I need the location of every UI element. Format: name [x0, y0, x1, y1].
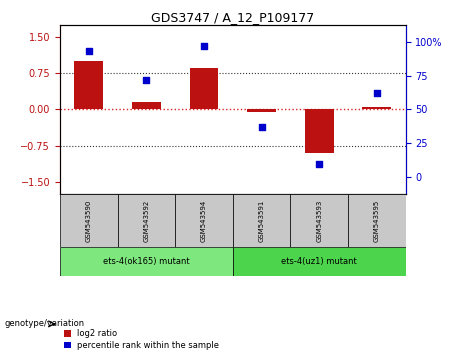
Bar — [233, 194, 290, 247]
Point — [200, 43, 207, 48]
Bar — [60, 247, 233, 276]
Bar — [60, 194, 118, 247]
Bar — [175, 194, 233, 247]
Text: ets-4(uz1) mutant: ets-4(uz1) mutant — [281, 257, 357, 266]
Point — [85, 48, 92, 54]
Bar — [247, 109, 276, 112]
Text: ets-4(ok165) mutant: ets-4(ok165) mutant — [103, 257, 189, 266]
Title: GDS3747 / A_12_P109177: GDS3747 / A_12_P109177 — [151, 11, 314, 24]
Bar — [118, 194, 175, 247]
Text: GSM543594: GSM543594 — [201, 199, 207, 242]
Point — [373, 90, 381, 96]
Point — [142, 77, 150, 82]
Bar — [189, 68, 219, 109]
Bar — [132, 102, 161, 109]
Text: GSM543590: GSM543590 — [86, 199, 92, 242]
Point — [315, 161, 323, 166]
Bar — [348, 194, 406, 247]
Bar — [305, 109, 334, 153]
Text: GSM543591: GSM543591 — [259, 199, 265, 242]
Legend: log2 ratio, percentile rank within the sample: log2 ratio, percentile rank within the s… — [64, 329, 219, 350]
Text: genotype/variation: genotype/variation — [5, 319, 85, 329]
Bar — [74, 61, 103, 109]
Bar — [233, 247, 406, 276]
Bar — [362, 107, 391, 109]
Text: GSM543595: GSM543595 — [374, 199, 380, 242]
Text: GSM543593: GSM543593 — [316, 199, 322, 242]
Point — [258, 124, 266, 130]
Bar — [290, 194, 348, 247]
Text: GSM543592: GSM543592 — [143, 199, 149, 242]
